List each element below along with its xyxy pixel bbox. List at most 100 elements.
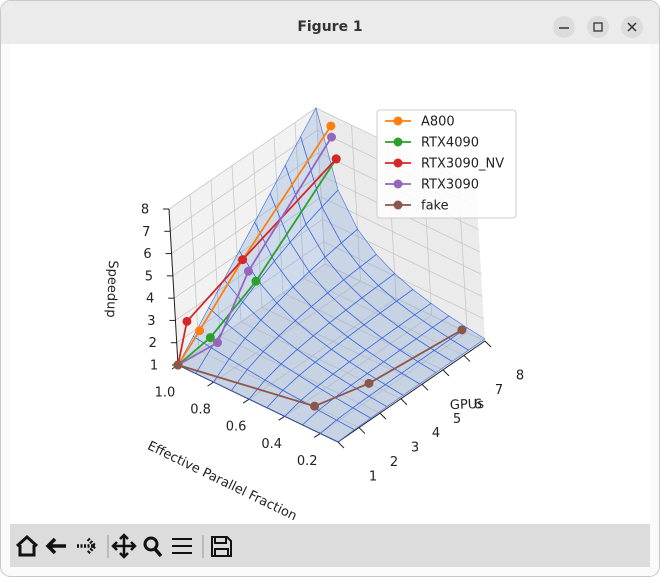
x-tick-label: 6 [474, 397, 482, 412]
data-point [173, 360, 183, 370]
x-tick-label: 8 [516, 369, 524, 384]
y-tick [313, 433, 321, 438]
y-tick-label: 1.0 [155, 386, 176, 401]
grid-line [294, 122, 305, 279]
configure-button[interactable] [172, 538, 192, 554]
data-point [326, 121, 336, 131]
y-tick-label: 0.8 [190, 403, 211, 418]
back-button[interactable] [45, 537, 66, 555]
grid-line [213, 280, 361, 383]
y-tick [278, 415, 285, 421]
data-point [243, 266, 253, 276]
legend-label: RTX3090 [421, 178, 479, 193]
grid-line [252, 151, 263, 308]
x-tick-label: 3 [411, 441, 419, 456]
minimize-button[interactable] [553, 16, 575, 38]
close-button[interactable] [621, 16, 643, 38]
y-tick [207, 381, 214, 387]
x-tick [400, 398, 408, 406]
legend-marker [393, 158, 403, 168]
grid-line [170, 129, 318, 232]
legend-marker [393, 200, 403, 210]
grid-line [240, 321, 402, 400]
data-point [238, 255, 248, 265]
series-line [177, 158, 337, 366]
x-tick-label: 5 [453, 412, 461, 427]
maximize-button[interactable] [587, 16, 609, 38]
legend-label: fake [421, 199, 449, 214]
grid-line [210, 180, 221, 337]
legend-label: A800 [421, 115, 455, 130]
x-tick-label: 1 [369, 470, 377, 485]
x-tick [421, 383, 429, 391]
grid-line [261, 306, 423, 385]
z-tick-label: 1 [150, 359, 158, 374]
z-axis [168, 208, 179, 366]
x-tick-label: 4 [432, 426, 440, 441]
forward-button[interactable] [77, 537, 98, 555]
grid-line [171, 152, 319, 254]
y-tick-label: 0.2 [297, 454, 318, 469]
pan-button[interactable] [111, 533, 137, 559]
x-axis-label: GPUs [450, 397, 485, 413]
zoom-button[interactable] [143, 536, 163, 558]
window-title: Figure 1 [297, 19, 362, 35]
home-button[interactable] [15, 534, 39, 557]
legend: A800 RTX4090 RTX3090_NV RTX3090 fake [376, 109, 517, 219]
data-point [457, 325, 467, 335]
series-line [177, 136, 333, 366]
y-tick [242, 398, 250, 404]
z-tick-label: 4 [146, 292, 154, 307]
z-tick-label: 3 [147, 314, 155, 329]
x-tick [442, 369, 450, 377]
grid-line [168, 107, 317, 210]
data-point [205, 333, 215, 343]
legend-marker [393, 179, 403, 189]
data-point [182, 316, 192, 326]
series-line [177, 329, 463, 408]
save-button[interactable] [211, 536, 232, 557]
grid-line [322, 219, 483, 297]
grid-line [172, 174, 321, 277]
z-tick-label: 5 [145, 269, 153, 284]
series-line [177, 125, 332, 366]
data-point [251, 276, 261, 286]
y-tick-label: 0.6 [226, 420, 247, 435]
legend-label: RTX3090_NV [421, 157, 504, 172]
grid-line [284, 315, 432, 417]
grid-line [351, 125, 361, 282]
x-tick [358, 427, 366, 434]
data-point [331, 154, 341, 164]
x-tick-label: 7 [495, 383, 503, 398]
z-tick-label: 2 [149, 336, 157, 351]
legend-marker [393, 137, 403, 147]
legend-marker [393, 116, 403, 126]
z-tick-label: 6 [143, 247, 151, 262]
x-axis [337, 340, 486, 443]
z-tick-label: 7 [142, 225, 150, 240]
grid-line [319, 332, 468, 434]
z-tick-label: 8 [141, 203, 149, 218]
title-bar [1, 1, 659, 44]
y-tick-label: 0.4 [261, 437, 282, 452]
x-tick [484, 340, 492, 348]
pane [316, 108, 485, 341]
data-point [213, 338, 223, 348]
toolbar [10, 524, 650, 567]
data-point [195, 326, 205, 336]
pane [178, 264, 485, 442]
grid-line [198, 350, 360, 428]
plot-area: 123456780.20.40.60.81.012345678GPUsEffec… [103, 107, 524, 524]
legend-label: RTX4090 [421, 136, 479, 151]
data-point [310, 401, 320, 411]
x-tick [337, 441, 345, 449]
grid-line [315, 107, 326, 265]
series-line [177, 158, 337, 366]
legend-box [376, 109, 517, 219]
z-axis-label: Speedup [103, 260, 120, 318]
data-point [364, 378, 374, 388]
grid-line [177, 263, 326, 366]
x-tick-label: 2 [390, 455, 398, 470]
